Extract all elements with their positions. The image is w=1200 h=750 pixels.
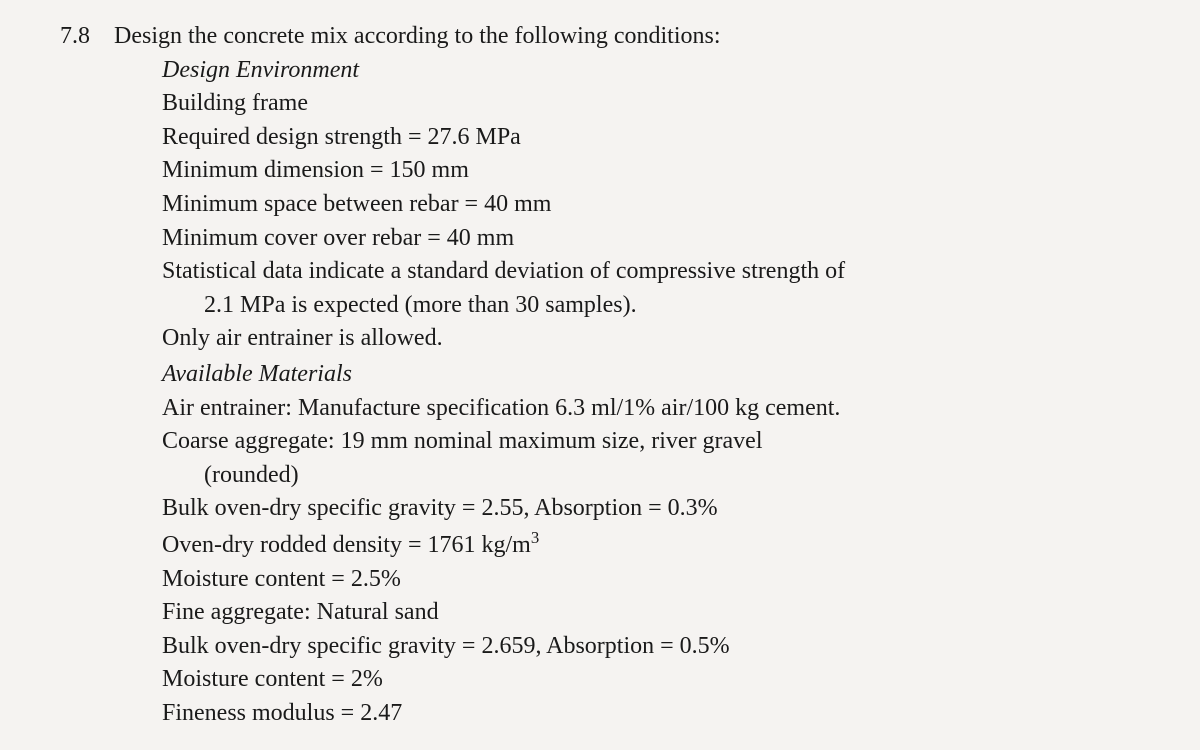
design-environment-section: Design Environment Building frame Requir… <box>114 54 1160 356</box>
moisture-content-coarse-line: Moisture content = 2.5% <box>162 563 1160 597</box>
coarse-aggregate-line-1: Coarse aggregate: 19 mm nominal maximum … <box>162 425 1160 459</box>
stat-data-line-1: Statistical data indicate a standard dev… <box>162 255 1160 289</box>
bulk-specific-gravity-coarse-line: Bulk oven-dry specific gravity = 2.55, A… <box>162 492 1160 526</box>
design-strength-line: Required design strength = 27.6 MPa <box>162 121 1160 155</box>
stat-data-line-2: 2.1 MPa is expected (more than 30 sample… <box>162 289 1160 323</box>
bulk-specific-gravity-fine-line: Bulk oven-dry specific gravity = 2.659, … <box>162 630 1160 664</box>
oven-dry-rodded-text: Oven-dry rodded density = 1761 kg/m <box>162 532 531 558</box>
problem-intro: Design the concrete mix according to the… <box>114 20 1160 54</box>
min-space-rebar-line: Minimum space between rebar = 40 mm <box>162 188 1160 222</box>
available-materials-section: Available Materials Air entrainer: Manuf… <box>114 358 1160 731</box>
fineness-modulus-line: Fineness modulus = 2.47 <box>162 697 1160 731</box>
fine-aggregate-line: Fine aggregate: Natural sand <box>162 596 1160 630</box>
problem-body: Design the concrete mix according to the… <box>114 20 1160 730</box>
building-frame-line: Building frame <box>162 87 1160 121</box>
min-cover-rebar-line: Minimum cover over rebar = 40 mm <box>162 222 1160 256</box>
air-entrainer-allowed-line: Only air entrainer is allowed. <box>162 322 1160 356</box>
problem-block: 7.8 Design the concrete mix according to… <box>40 20 1160 730</box>
available-materials-header: Available Materials <box>162 358 1160 392</box>
min-dimension-line: Minimum dimension = 150 mm <box>162 154 1160 188</box>
oven-dry-rodded-density-line: Oven-dry rodded density = 1761 kg/m3 <box>162 526 1160 563</box>
problem-number: 7.8 <box>40 20 90 730</box>
moisture-content-fine-line: Moisture content = 2% <box>162 663 1160 697</box>
coarse-aggregate-line-2: (rounded) <box>162 459 1160 493</box>
air-entrainer-spec-line: Air entrainer: Manufacture specification… <box>162 392 1160 426</box>
design-environment-header: Design Environment <box>162 54 1160 88</box>
cubed-superscript: 3 <box>531 528 539 547</box>
